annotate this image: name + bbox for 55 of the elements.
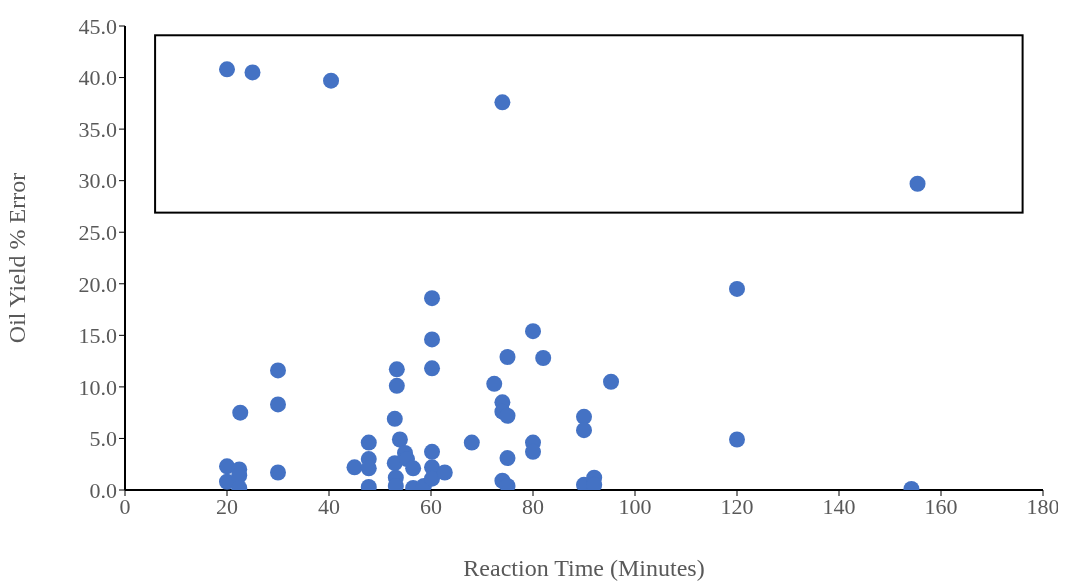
point [499, 348, 516, 365]
point [525, 323, 541, 340]
y-tick-label: 15.0 [78, 323, 117, 349]
point [499, 450, 516, 467]
y-tick-label: 25.0 [78, 220, 117, 246]
y-tick-label: 35.0 [78, 116, 117, 142]
point [535, 350, 552, 367]
point [486, 375, 503, 392]
point [463, 434, 480, 451]
y-tick-label: 5.0 [89, 426, 117, 452]
point [323, 72, 340, 89]
point [729, 280, 745, 297]
point [270, 396, 286, 413]
point [244, 64, 261, 81]
point [388, 377, 405, 394]
point [219, 61, 235, 78]
point [729, 431, 745, 448]
x-tick-label: 180 [1026, 493, 1060, 519]
point [499, 407, 516, 424]
x-tick-label: 0 [119, 493, 131, 519]
y-tick-label: 30.0 [78, 168, 117, 194]
x-tick-label: 140 [822, 493, 856, 519]
point [424, 443, 441, 460]
point [391, 431, 408, 448]
y-tick-label: 20.0 [78, 271, 117, 297]
x-axis-title: Reaction Time (Minutes) [463, 555, 705, 581]
y-tick-label: 10.0 [78, 374, 117, 400]
point [494, 94, 511, 111]
point [436, 464, 453, 481]
y-tick-label: 40.0 [78, 65, 117, 91]
point [424, 360, 441, 377]
point [576, 408, 592, 425]
y-tick-label: 0.0 [89, 477, 117, 503]
point [424, 290, 441, 307]
point [346, 459, 363, 476]
point [232, 404, 249, 421]
point [386, 410, 403, 427]
x-tick-label: 40 [318, 493, 340, 519]
y-axis-title: Oil Yield % Error [3, 172, 30, 344]
point [909, 175, 926, 192]
point [388, 361, 405, 378]
x-tick-label: 120 [720, 493, 754, 519]
point [576, 422, 592, 439]
x-tick-label: 60 [420, 493, 442, 519]
y-tick-label: 45.0 [78, 13, 117, 39]
x-tick-label: 20 [216, 493, 238, 519]
point [270, 362, 286, 379]
point [270, 464, 286, 481]
point [360, 434, 377, 451]
point [405, 460, 422, 477]
point [603, 373, 620, 390]
x-tick-label: 80 [522, 493, 544, 519]
point [424, 331, 441, 348]
x-tick-label: 100 [618, 493, 652, 519]
x-tick-label: 160 [924, 493, 958, 519]
